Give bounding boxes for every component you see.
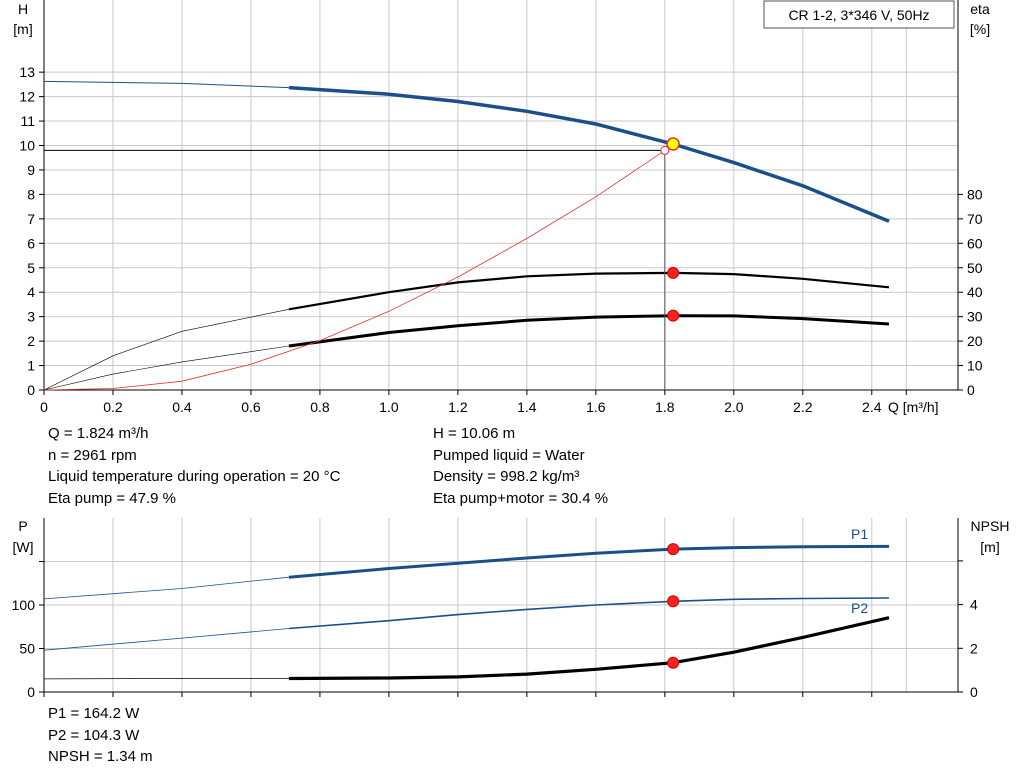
tick-label-npsh-2: 4 — [970, 597, 978, 613]
series-eta-pump-motor-thick — [288, 314, 890, 348]
info-pumped-liquid: Pumped liquid = Water — [433, 446, 585, 464]
info-p2: P2 = 104.3 W — [48, 726, 140, 744]
tick-label-eta-1: 10 — [967, 358, 983, 374]
tick-label-q-7: 1.4 — [517, 399, 537, 415]
npsh-axis-label-1: NPSH — [971, 518, 1010, 534]
tick-label-eta-4: 40 — [967, 284, 983, 300]
info-p1: P1 = 164.2 W — [48, 705, 140, 722]
eta-marker-1 — [667, 309, 680, 322]
chart-title: CR 1-2, 3*346 V, 50Hz — [788, 7, 929, 23]
tick-label-q-2: 0.4 — [172, 399, 192, 415]
series-eta-pump-thin — [43, 309, 289, 391]
series-h-curve-thin — [43, 80, 289, 89]
info-h: H = 10.06 m — [433, 425, 516, 442]
series-p2-thick — [288, 597, 890, 630]
series-eta-pump-thick — [288, 271, 890, 311]
tick-label-h-11: 11 — [20, 113, 35, 129]
tick-label-h-0: 0 — [27, 382, 35, 398]
p-axis-label-2: [W] — [13, 539, 34, 555]
npsh-axis-label-2: [m] — [980, 539, 999, 555]
y2-axis-label-eta-2: [%] — [970, 21, 990, 37]
bottom-marker-0 — [667, 543, 680, 556]
series-npsh-thick — [288, 616, 890, 681]
tick-label-eta-8: 80 — [967, 186, 983, 202]
chart-title-box — [763, 0, 955, 29]
info-eta-pump: Eta pump = 47.9 % — [48, 489, 176, 507]
tick-label-q-5: 1.0 — [379, 399, 399, 415]
tick-label-q-11: 2.2 — [793, 399, 813, 415]
tick-label-p-2: 100 — [12, 597, 36, 613]
tick-label-h-10: 10 — [19, 138, 35, 154]
tick-label-eta-5: 50 — [967, 260, 983, 276]
tick-label-q-6: 1.2 — [448, 399, 468, 415]
y-axis-label-h-1: H — [18, 1, 28, 17]
tick-label-h-7: 7 — [27, 211, 35, 227]
series-system-curve — [43, 150, 666, 391]
series-p1-thin — [43, 576, 289, 600]
bottom-marker-1 — [667, 595, 680, 608]
required-point-marker — [660, 145, 670, 155]
y2-axis-label-eta-1: eta — [970, 1, 990, 17]
tick-label-q-9: 1.8 — [655, 399, 675, 415]
series-p2-thin — [43, 628, 289, 651]
tick-label-q-1: 0.2 — [103, 399, 123, 415]
tick-label-p-0: 0 — [27, 684, 35, 700]
info-density: Density = 998.2 kg/m³ — [433, 468, 580, 485]
tick-label-q-4: 0.8 — [310, 399, 330, 415]
tick-label-eta-6: 60 — [967, 235, 983, 251]
tick-label-h-4: 4 — [27, 284, 35, 300]
tick-label-eta-7: 70 — [967, 211, 983, 227]
duty-point-lines — [44, 149, 666, 390]
series-lines — [43, 80, 890, 681]
tick-label-q-12: 2.4 — [862, 399, 882, 415]
tick-label-h-12: 12 — [19, 89, 35, 105]
series-p1-thick — [288, 544, 890, 579]
tick-label-q-3: 0.6 — [241, 399, 261, 415]
tick-label-eta-2: 20 — [967, 333, 983, 349]
markers — [660, 137, 680, 669]
tick-label-p-1: 50 — [19, 641, 35, 657]
tick-label-h-9: 9 — [27, 162, 35, 178]
tick-label-npsh-1: 2 — [970, 640, 978, 656]
duty-point-marker — [666, 137, 680, 151]
tick-label-h-8: 8 — [27, 186, 35, 202]
bottom-info: P1 = 164.2 W P2 = 104.3 W NPSH = 1.34 m — [48, 703, 153, 768]
y-axis-label-h-2: [m] — [13, 21, 32, 37]
tick-label-q-8: 1.6 — [586, 399, 606, 415]
series-label-p2: P2 — [851, 600, 868, 616]
series-eta-pump-motor-thin — [43, 345, 289, 391]
tick-label-eta-0: 0 — [967, 382, 975, 398]
tick-label-eta-3: 30 — [967, 309, 983, 325]
tick-label-h-13: 13 — [19, 64, 35, 80]
grid-top — [43, 0, 958, 391]
info-npsh: NPSH = 1.34 m — [48, 748, 153, 765]
tick-label-q-10: 2.0 — [724, 399, 744, 415]
tick-label-h-3: 3 — [27, 309, 35, 325]
bottom-marker-2 — [667, 656, 680, 669]
info-q: Q = 1.824 m³/h — [48, 425, 149, 442]
tick-label-h-6: 6 — [27, 235, 35, 251]
tick-label-npsh-0: 0 — [970, 684, 978, 700]
series-h-curve-thick — [288, 85, 890, 223]
tick-label-h-5: 5 — [27, 260, 35, 276]
x-axis-label: Q [m³/h] — [888, 399, 939, 415]
tick-label-q-0: 0 — [40, 399, 48, 415]
top-info-right: H = 10.06 m Pumped liquid = Water Densit… — [433, 423, 608, 509]
series-label-p1: P1 — [851, 526, 868, 542]
top-info-left: Q = 1.824 m³/h n = 2961 rpm Liquid tempe… — [48, 423, 340, 509]
tick-label-h-2: 2 — [27, 333, 35, 349]
eta-marker-0 — [667, 266, 680, 279]
tick-label-h-1: 1 — [27, 358, 35, 374]
info-liquid-temp: Liquid temperature during operation = 20… — [48, 468, 341, 485]
grid-bottom — [43, 518, 958, 693]
info-eta-pump-motor: Eta pump+motor = 30.4 % — [433, 489, 609, 507]
info-n: n = 2961 rpm — [48, 446, 137, 464]
p-axis-label-1: P — [18, 518, 27, 534]
